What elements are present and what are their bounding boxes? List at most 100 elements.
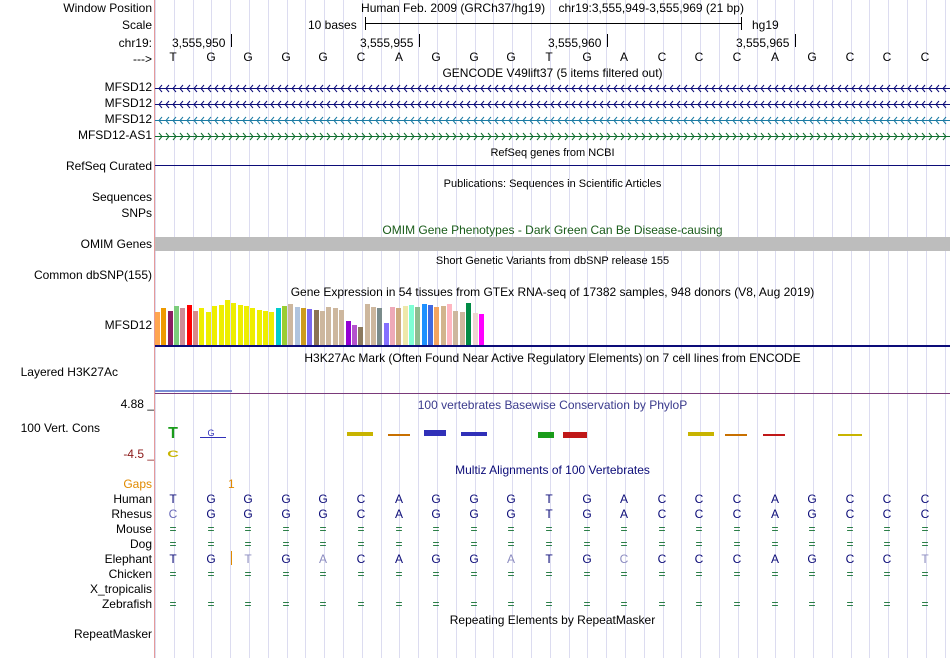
gtex-tissue-bar[interactable] <box>428 305 433 345</box>
snps-label[interactable]: SNPs <box>121 206 152 220</box>
strand-chevron <box>186 132 191 141</box>
alignment-base: G <box>318 507 328 521</box>
gtex-tissue-bar[interactable] <box>212 306 217 345</box>
gtex-tissue-bar[interactable] <box>155 312 160 345</box>
gtex-tissue-bar[interactable] <box>288 304 293 345</box>
gtex-tissue-bar[interactable] <box>231 303 236 345</box>
omim-feature-bar[interactable] <box>155 237 950 251</box>
gtex-tissue-bar[interactable] <box>371 307 376 345</box>
gtex-tissue-bar[interactable] <box>473 313 478 345</box>
gtex-tissue-bar[interactable] <box>460 312 465 345</box>
species-label-mouse[interactable]: Mouse <box>115 522 152 536</box>
gtex-tissue-bar[interactable] <box>193 311 198 345</box>
dbsnp-label[interactable]: Common dbSNP(155) <box>33 268 152 282</box>
gtex-tissue-bar[interactable] <box>479 314 484 345</box>
gtex-tissue-bar[interactable] <box>199 308 204 345</box>
gtex-tissue-bar[interactable] <box>161 308 166 345</box>
species-label-zebrafish[interactable]: Zebrafish <box>101 597 152 611</box>
omim-label[interactable]: OMIM Genes <box>80 237 152 251</box>
gene-track-mfsd12-as1[interactable] <box>155 132 950 141</box>
gtex-tissue-bar[interactable] <box>466 303 471 345</box>
gtex-tissue-bar[interactable] <box>409 305 414 345</box>
ref-base: C <box>732 50 742 64</box>
gencode-title[interactable]: GENCODE V49lift37 (5 items filtered out) <box>442 66 663 80</box>
gtex-tissue-bar[interactable] <box>180 308 185 345</box>
species-label-xtropicalis[interactable]: X_tropicalis <box>89 582 152 596</box>
gene-track-mfsd12-2[interactable] <box>155 100 950 109</box>
gtex-tissue-bar[interactable] <box>422 304 427 345</box>
gtex-tissue-bar[interactable] <box>244 306 249 345</box>
gtex-tissue-bar[interactable] <box>225 300 230 345</box>
gtex-tissue-bar[interactable] <box>250 308 255 345</box>
dbsnp-title[interactable]: Short Genetic Variants from dbSNP releas… <box>435 255 670 267</box>
gtex-tissue-bar[interactable] <box>320 311 325 345</box>
omim-title[interactable]: OMIM Gene Phenotypes - Dark Green Can Be… <box>382 223 723 237</box>
ref-base: G <box>243 50 253 64</box>
refseq-gene-line[interactable] <box>155 165 950 166</box>
gene-track-mfsd12-1[interactable] <box>155 84 950 93</box>
gtex-tissue-bar[interactable] <box>352 325 357 345</box>
gtex-tissue-bar[interactable] <box>441 306 446 345</box>
strand-chevron <box>893 116 898 125</box>
gtex-tissue-bar[interactable] <box>403 306 408 345</box>
gtex-tissue-bar[interactable] <box>219 305 224 345</box>
track-area[interactable]: Human Feb. 2009 (GRCh37/hg19) chr19:3,55… <box>155 0 950 658</box>
gtex-tissue-bar[interactable] <box>453 311 458 345</box>
gtex-tissue-bar[interactable] <box>295 307 300 345</box>
publications-title[interactable]: Publications: Sequences in Scientific Ar… <box>443 178 662 190</box>
gtex-tissue-bar[interactable] <box>307 309 312 345</box>
gtex-label[interactable]: MFSD12 <box>104 318 152 332</box>
gtex-title[interactable]: Gene Expression in 54 tissues from GTEx … <box>290 285 815 299</box>
strand-chevron <box>690 132 695 141</box>
gtex-tissue-bar[interactable] <box>434 307 439 345</box>
gene-label-2[interactable]: MFSD12 <box>104 96 152 110</box>
gtex-tissue-bar[interactable] <box>282 306 287 345</box>
gtex-tissue-bar[interactable] <box>187 305 192 345</box>
gtex-tissue-bar[interactable] <box>415 307 420 345</box>
gtex-tissue-bar[interactable] <box>377 308 382 345</box>
publications-label[interactable]: Sequences <box>91 190 152 204</box>
gene-label-1[interactable]: MFSD12 <box>104 80 152 94</box>
gtex-tissue-bar[interactable] <box>276 308 281 345</box>
gtex-tissue-bar[interactable] <box>269 312 274 345</box>
gtex-tissue-bar[interactable] <box>358 327 363 345</box>
species-label-human[interactable]: Human <box>113 492 152 506</box>
refseq-title[interactable]: RefSeq genes from NCBI <box>490 147 615 159</box>
multiz-title[interactable]: Multiz Alignments of 100 Vertebrates <box>455 463 650 477</box>
species-label-dog[interactable]: Dog <box>129 537 152 551</box>
strand-chevron <box>844 116 849 125</box>
gtex-tissue-bar[interactable] <box>206 312 211 345</box>
gtex-tissue-bar[interactable] <box>346 321 351 345</box>
strand-chevron <box>634 116 639 125</box>
gtex-tissue-bar[interactable] <box>301 308 306 345</box>
gene-label-4[interactable]: MFSD12-AS1 <box>77 128 152 142</box>
h3k27ac-title[interactable]: H3K27Ac Mark (Often Found Near Active Re… <box>304 351 801 365</box>
gtex-tissue-bar[interactable] <box>257 310 262 345</box>
gtex-tissue-bar[interactable] <box>263 311 268 345</box>
gtex-tissue-bar[interactable] <box>447 304 452 345</box>
gtex-tissue-bar[interactable] <box>365 304 370 345</box>
gtex-tissue-bar[interactable] <box>390 307 395 345</box>
strand-chevron <box>221 84 226 93</box>
h3k27ac-label[interactable]: Layered H3K27Ac <box>20 365 118 379</box>
gtex-tissue-bar[interactable] <box>238 305 243 345</box>
species-label-chicken[interactable]: Chicken <box>108 567 152 581</box>
cons-label[interactable]: 100 Vert. Cons <box>20 421 100 435</box>
alignment-base: T <box>169 492 177 506</box>
cons-title[interactable]: 100 vertebrates Basewise Conservation by… <box>417 398 688 412</box>
gtex-tissue-bar[interactable] <box>168 311 173 345</box>
gene-label-3[interactable]: MFSD12 <box>104 112 152 126</box>
species-label-elephant[interactable]: Elephant <box>104 552 152 566</box>
repeatmasker-title[interactable]: Repeating Elements by RepeatMasker <box>449 613 656 627</box>
refseq-label[interactable]: RefSeq Curated <box>65 159 152 173</box>
species-label-rhesus[interactable]: Rhesus <box>111 507 152 521</box>
gtex-tissue-bar[interactable] <box>396 308 401 345</box>
gtex-tissue-bar[interactable] <box>326 307 331 345</box>
gtex-tissue-bar[interactable] <box>314 310 319 345</box>
gtex-tissue-bar[interactable] <box>384 323 389 345</box>
repeatmasker-label[interactable]: RepeatMasker <box>73 627 152 641</box>
gtex-tissue-bar[interactable] <box>333 308 338 345</box>
gtex-tissue-bar[interactable] <box>339 310 344 345</box>
gtex-tissue-bar[interactable] <box>174 306 179 345</box>
gene-track-mfsd12-3[interactable] <box>155 116 950 125</box>
